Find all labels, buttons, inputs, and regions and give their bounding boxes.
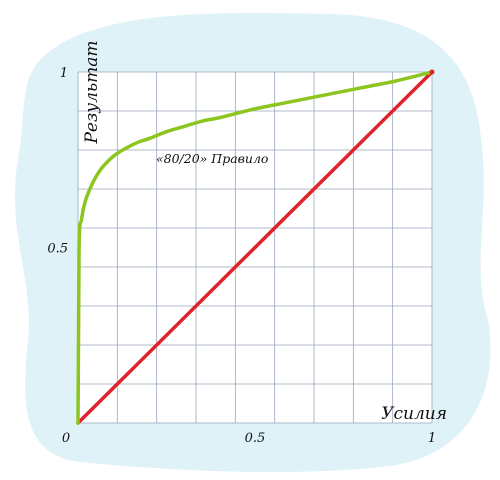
end-point	[429, 69, 435, 75]
pareto-curve	[76, 70, 434, 425]
x-tick-label: 1	[428, 431, 436, 446]
series-group	[76, 69, 435, 425]
equality-line	[76, 70, 434, 425]
rule-annotation: «80/20» Правило	[156, 151, 268, 166]
x-tick-label: 0.5	[245, 431, 266, 446]
y-tick-label: 0.5	[47, 242, 68, 257]
tick-labels: 0 0.5 1 0.5 1	[47, 66, 436, 446]
x-axis-label: Усилия	[381, 404, 447, 424]
x-tick-label: 0	[62, 431, 70, 446]
y-axis-label: Результат	[82, 40, 102, 144]
y-tick-label: 1	[60, 66, 68, 81]
